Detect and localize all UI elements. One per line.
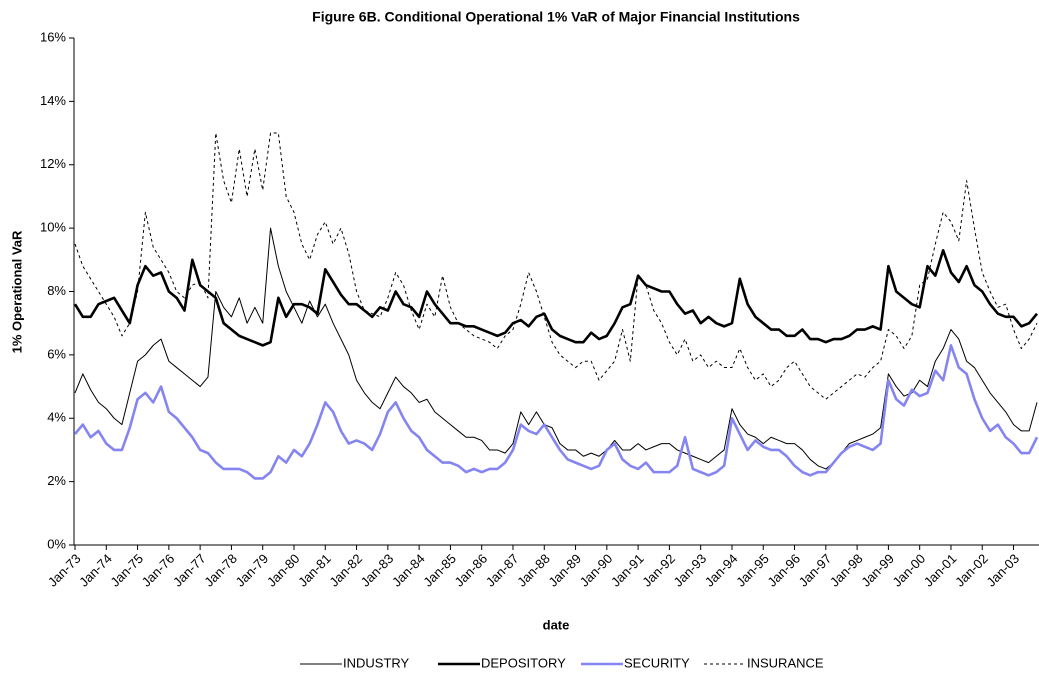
x-tick-label: Jan-76 <box>139 551 178 590</box>
x-tick-label: Jan-93 <box>671 551 710 590</box>
x-tick-label: Jan-89 <box>545 551 584 590</box>
x-tick-label: Jan-86 <box>452 551 491 590</box>
x-tick-label: Jan-92 <box>639 551 678 590</box>
x-tick-label: Jan-90 <box>577 551 616 590</box>
x-tick-label: Jan-98 <box>827 551 866 590</box>
series-line <box>73 249 1039 347</box>
x-tick-label: Jan-81 <box>295 551 334 590</box>
legend-label: SECURITY <box>624 655 690 670</box>
x-tick-label: Jan-75 <box>107 551 146 590</box>
legend-label: DEPOSITORY <box>481 655 566 670</box>
x-tick-label: Jan-74 <box>76 551 115 590</box>
chart-title: Figure 6B. Conditional Operational 1% Va… <box>312 9 800 25</box>
x-tick-label: Jan-97 <box>796 551 835 590</box>
x-tick-label: Jan-03 <box>983 551 1022 590</box>
x-tick-label: Jan-73 <box>45 551 84 590</box>
x-tick-label: Jan-00 <box>890 551 929 590</box>
y-tick-label: 12% <box>40 156 66 171</box>
series-line <box>73 344 1039 480</box>
series-line <box>74 227 1038 470</box>
x-tick-label: Jan-94 <box>702 551 741 590</box>
x-tick-label: Jan-82 <box>326 551 365 590</box>
y-tick-label: 10% <box>40 220 66 235</box>
x-tick-label: Jan-83 <box>358 551 397 590</box>
x-tick-label: Jan-84 <box>389 551 428 590</box>
x-tick-label: Jan-91 <box>608 551 647 590</box>
y-tick-label: 14% <box>40 93 66 108</box>
legend-label: INSURANCE <box>747 655 824 670</box>
x-tick-label: Jan-79 <box>233 551 272 590</box>
y-tick-label: 6% <box>47 346 66 361</box>
series-line <box>74 132 1038 400</box>
y-tick-label: 0% <box>47 536 66 551</box>
x-tick-label: Jan-02 <box>952 551 991 590</box>
y-tick-label: 2% <box>47 473 66 488</box>
x-tick-label: Jan-88 <box>514 551 553 590</box>
x-axis-title: date <box>543 617 570 632</box>
x-tick-label: Jan-87 <box>483 551 522 590</box>
x-tick-label: Jan-01 <box>921 551 960 590</box>
x-tick-label: Jan-95 <box>733 551 772 590</box>
x-tick-label: Jan-85 <box>420 551 459 590</box>
x-tick-label: Jan-99 <box>858 551 897 590</box>
y-tick-label: 8% <box>47 283 66 298</box>
y-tick-label: 4% <box>47 410 66 425</box>
legend-label: INDUSTRY <box>343 655 410 670</box>
y-tick-label: 16% <box>40 29 66 44</box>
x-tick-label: Jan-78 <box>201 551 240 590</box>
x-tick-label: Jan-80 <box>264 551 303 590</box>
y-axis-title: 1% Operational VaR <box>9 230 24 353</box>
x-tick-label: Jan-96 <box>764 551 803 590</box>
x-tick-label: Jan-77 <box>170 551 209 590</box>
